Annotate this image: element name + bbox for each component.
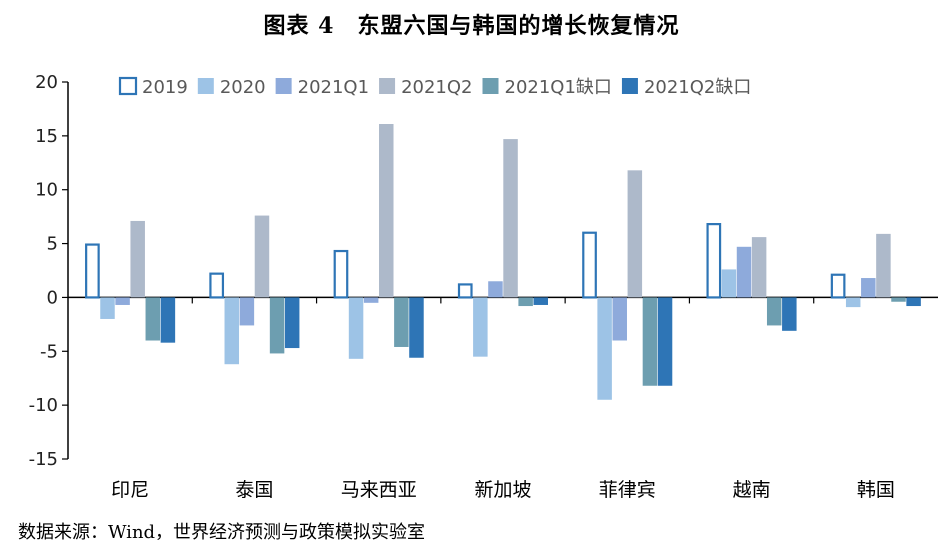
category-label: 越南 [733,479,771,501]
bar [582,231,597,299]
bar [333,249,349,299]
category-label: 泰国 [235,479,273,501]
bar [348,297,364,359]
legend-entry: 2021Q1 [298,77,369,98]
bar [533,297,548,305]
bar [457,283,473,299]
bar [845,297,861,308]
bar [876,233,891,298]
bar [115,297,130,305]
bar [239,297,255,326]
legend-swatch [482,78,499,94]
category-label: 印尼 [111,479,149,501]
bar [473,297,488,357]
bar [284,297,300,349]
legend-swatch [118,76,138,96]
y-tick-label: 15 [35,126,58,147]
y-tick-label: 0 [47,287,58,308]
y-tick-label: 5 [47,234,58,255]
y-tick-label: -5 [40,341,58,362]
bar [657,297,673,386]
bar [145,297,161,341]
legend-entry: 2020 [220,77,266,98]
bar [503,139,518,298]
bar [906,297,921,307]
bar [224,297,240,365]
bar [766,297,782,326]
bar [751,237,767,298]
bar [409,297,424,358]
legend-swatch [197,78,214,94]
legend: 2019 2020 2021Q1 2021Q2 2021Q1缺口 2021Q2缺口 [118,76,751,98]
bar [100,297,115,319]
legend-entry: 2021Q2 [401,77,472,98]
bar [612,297,627,341]
bar [597,297,612,400]
category-label: 新加坡 [474,479,531,501]
bar [363,297,379,303]
legend-entry: 2021Q1缺口 [505,77,612,98]
bar [782,297,797,331]
y-tick-label: 20 [35,72,58,93]
bar [518,297,533,307]
category-label: 韩国 [857,479,895,501]
y-tick-label: -10 [29,395,58,416]
bar [642,297,658,386]
y-tick-label: -15 [29,449,58,470]
bar [85,243,100,299]
bar [209,272,225,299]
legend-entry: 2019 [142,77,188,98]
category-label: 菲律宾 [599,479,656,501]
bar [891,297,906,302]
bar [488,281,503,298]
bar [861,278,876,298]
bar [627,170,643,298]
bar [269,297,285,354]
legend-swatch [379,78,396,94]
axes: 20 15 10 5 0 -5 -10 -15 印尼 泰国 马来西亚 新加坡 菲律宾 越南 韩国 [29,72,938,501]
bar [706,223,722,299]
legend-entry: 2021Q2缺口 [644,77,751,98]
bar [130,220,145,298]
bar [736,246,752,298]
category-label: 马来西亚 [341,479,417,501]
chart-title: 图表 4 东盟六国与韩国的增长恢复情况 [263,13,680,39]
bar [394,297,409,347]
bar [830,273,846,299]
bar [721,269,737,298]
bar [160,297,176,343]
legend-swatch [275,78,292,94]
y-tick-label: 10 [35,180,58,201]
source-note: 数据来源：Wind，世界经济预测与政策模拟实验室 [18,522,426,543]
legend-swatch [621,78,638,94]
bars [85,124,921,400]
bar [379,124,394,298]
bar [254,215,270,298]
